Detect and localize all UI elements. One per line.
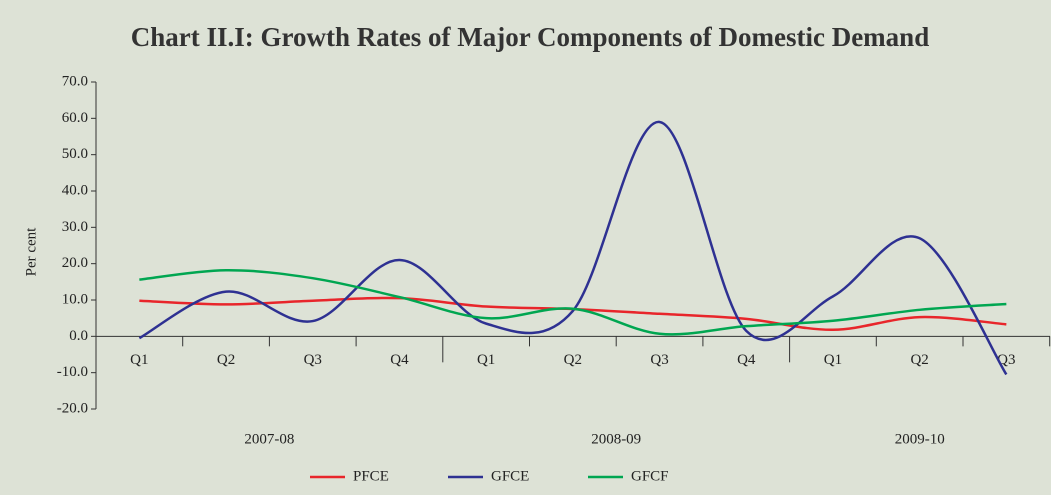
x-tick-label: Q3 xyxy=(997,352,1015,368)
x-group-label: 2007-08 xyxy=(244,431,294,447)
y-tick-label: 20.0 xyxy=(62,255,88,271)
y-tick-label: -10.0 xyxy=(57,364,88,380)
y-tick-label: -20.0 xyxy=(57,400,88,416)
x-tick-label: Q4 xyxy=(737,352,756,368)
y-tick-label: 10.0 xyxy=(62,291,88,307)
legend-label: GFCF xyxy=(631,468,669,484)
legend-label: GFCE xyxy=(491,468,529,484)
y-tick-label: 70.0 xyxy=(62,73,88,89)
x-group-label: 2008-09 xyxy=(591,431,641,447)
series-line xyxy=(138,120,1008,376)
x-tick-label: Q2 xyxy=(564,352,582,368)
series-line xyxy=(139,268,1007,336)
x-group-label: 2009-10 xyxy=(895,431,945,447)
y-axis-label: Per cent xyxy=(23,227,39,277)
y-tick-label: 50.0 xyxy=(62,146,88,162)
legend-label: PFCE xyxy=(353,468,389,484)
x-tick-label: Q3 xyxy=(650,352,668,368)
x-tick-label: Q1 xyxy=(824,352,842,368)
x-tick-label: Q2 xyxy=(910,352,928,368)
x-tick-label: Q1 xyxy=(477,352,495,368)
x-tick-label: Q4 xyxy=(390,352,409,368)
y-tick-label: 60.0 xyxy=(62,110,88,126)
chart-title: Chart II.I: Growth Rates of Major Compon… xyxy=(131,22,929,52)
y-tick-label: 30.0 xyxy=(62,219,88,235)
x-tick-label: Q2 xyxy=(217,352,235,368)
x-tick-label: Q1 xyxy=(130,352,148,368)
y-tick-label: 40.0 xyxy=(62,182,88,198)
x-tick-label: Q3 xyxy=(304,352,322,368)
y-tick-label: 0.0 xyxy=(69,328,88,344)
